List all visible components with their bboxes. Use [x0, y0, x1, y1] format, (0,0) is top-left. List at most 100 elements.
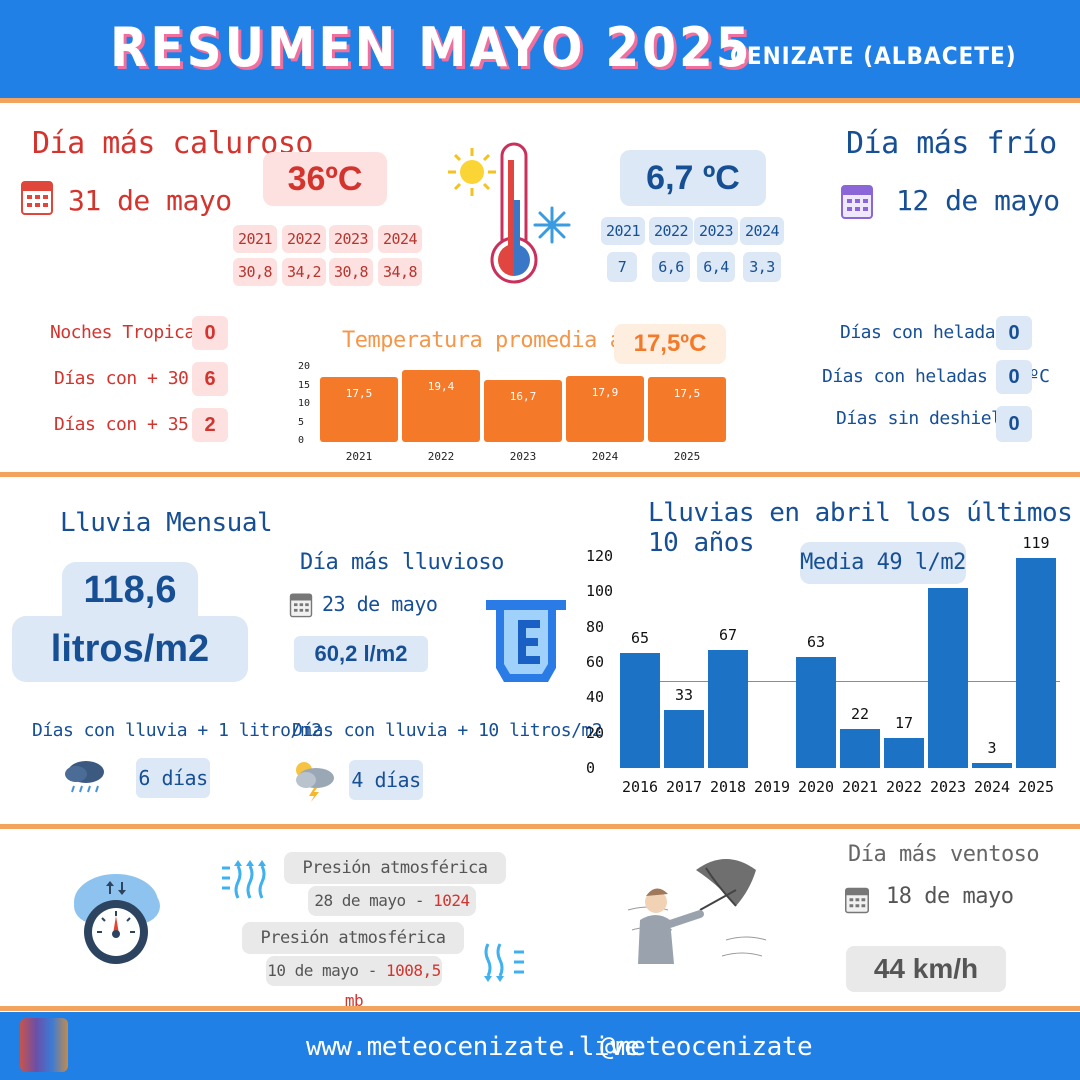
hot-year: 2023 [329, 225, 373, 253]
bar-value-label: 17,5 [673, 387, 701, 401]
x-tick-label: 2024 [973, 778, 1011, 796]
temp-bar: 16,7 [484, 380, 562, 442]
temp-bar: 17,5 [648, 377, 726, 442]
social-handle[interactable]: @meteocenizate [600, 1032, 813, 1062]
y-tick-label: 100 [586, 582, 614, 601]
pressure-down-icon [484, 942, 530, 986]
x-tick-label: 2019 [753, 778, 791, 796]
stat-label: Días con heladas - 5ºC [822, 366, 1050, 387]
y-tick-label: 20 [298, 361, 311, 372]
x-tick-label: 2022 [427, 450, 455, 463]
cold-value: 7 [607, 252, 637, 282]
bar-value-label: 65 [630, 629, 650, 648]
website-link[interactable]: www.meteocenizate.live [306, 1032, 640, 1062]
hot-value: 30,8 [329, 258, 373, 286]
stat-value: 0 [996, 316, 1032, 350]
hot-year: 2021 [233, 225, 277, 253]
cold-day-date: 12 de mayo [896, 184, 1060, 217]
divider [0, 472, 1080, 477]
rain-chart: 120 100 80 60 40 20 0 65 2016 33 2017 67 2018 2019 63 2… [580, 534, 1080, 802]
rain-bar [620, 653, 660, 768]
temp-chart: 20 15 10 5 0 17,5 2021 19,4 2022 16,7 2023 17,9 2024… [298, 360, 738, 466]
cold-year: 2024 [740, 217, 784, 245]
hot-year: 2022 [282, 225, 326, 253]
bar-value-label: 67 [718, 625, 738, 644]
pressure-low-row: 10 de mayo - 1008,5 mb [266, 956, 442, 1010]
y-tick-label: 5 [298, 416, 305, 428]
rain-days-10-value: 4 días [349, 760, 423, 800]
bar-value-label: 16,7 [509, 390, 537, 404]
pressure-high-row: 28 de mayo - 1024 mb [308, 886, 476, 940]
calendar-icon [288, 590, 314, 622]
y-tick-label: 80 [586, 617, 605, 636]
rain-bar [840, 729, 880, 768]
temp-bar: 17,5 [320, 377, 398, 442]
rain-unit: litros/m2 [12, 616, 248, 682]
footer: www.meteocenizate.live @meteocenizate [0, 1012, 1080, 1080]
logo-icon [20, 1018, 68, 1072]
hot-value: 30,8 [233, 258, 277, 286]
stat-label: Días con heladas [840, 322, 1006, 343]
pressure-high-date: 28 de mayo - [314, 891, 434, 910]
hot-value: 34,8 [378, 258, 422, 286]
divider [0, 98, 1080, 103]
divider [0, 1006, 1080, 1011]
bar-value-label: 63 [806, 632, 826, 651]
stat-value: 2 [192, 408, 228, 442]
wind-date: 18 de mayo [886, 884, 1014, 909]
hot-day-date: 31 de mayo [68, 184, 232, 217]
x-tick-label: 2017 [665, 778, 703, 796]
cold-year: 2021 [601, 217, 645, 245]
wind-value: 44 km/h [846, 946, 1006, 992]
y-tick-label: 120 [586, 547, 614, 565]
location-label: CENIZATE (ALBACETE) [730, 42, 1017, 70]
x-tick-label: 2025 [673, 450, 701, 463]
y-tick-label: 10 [298, 398, 311, 409]
bar-value-label: 19,4 [427, 380, 455, 394]
y-tick-label: 0 [298, 435, 305, 446]
x-tick-label: 2025 [1017, 778, 1055, 796]
page-title: RESUMEN MAYO 2025 [110, 16, 753, 79]
stat-value: 6 [192, 362, 228, 396]
rain-bar [796, 656, 836, 768]
cold-value: 3,3 [743, 252, 781, 282]
pressure-low-value: 1008,5 mb [344, 961, 441, 1010]
rain-gauge-icon [478, 594, 574, 694]
divider [0, 824, 1080, 829]
bar-value-label: 17 [894, 713, 914, 732]
stat-value: 0 [996, 360, 1032, 394]
header-banner: RESUMEN MAYO 2025 CENIZATE (ALBACETE) [0, 0, 1080, 98]
hot-value: 34,2 [282, 258, 326, 286]
bar-value-label: 3 [987, 738, 997, 757]
rain-days-1-value: 6 días [136, 758, 210, 798]
cold-value: 6,6 [652, 252, 690, 282]
rain-bar [884, 737, 924, 768]
rain-amount: 118,6 [62, 562, 198, 618]
y-tick-label: 20 [586, 723, 605, 742]
wettest-date: 23 de mayo [322, 592, 438, 616]
rain-bar [1016, 557, 1056, 768]
temp-bar: 17,9 [566, 375, 644, 442]
stat-label: Días con + 30 ºC [54, 368, 220, 389]
rain-days-10-label: Días con lluvia + 10 litros/m2 [292, 720, 603, 741]
x-tick-label: 2016 [621, 778, 659, 796]
wettest-value: 60,2 l/m2 [294, 636, 428, 672]
rain-chart-title: Lluvias en abril los últimos 10 años [648, 498, 1073, 558]
barometer-icon [68, 866, 164, 974]
bar-value-label: 17,9 [591, 385, 619, 399]
rain-bar [972, 762, 1012, 768]
x-tick-label: 2022 [885, 778, 923, 796]
y-tick-label: 40 [586, 688, 605, 707]
y-tick-label: 60 [586, 653, 605, 671]
pressure-low-label: Presión atmosférica más baja [242, 922, 464, 980]
x-tick-label: 2023 [509, 450, 537, 463]
pressure-up-icon [220, 860, 266, 904]
x-tick-label: 2021 [345, 450, 373, 463]
calendar-icon [840, 180, 874, 224]
rain-bar [708, 649, 748, 768]
x-tick-label: 2018 [709, 778, 747, 796]
calendar-icon [20, 176, 54, 220]
rain-title: Lluvia Mensual [60, 508, 273, 538]
stat-value: 0 [996, 406, 1032, 442]
cold-year: 2022 [649, 217, 693, 245]
